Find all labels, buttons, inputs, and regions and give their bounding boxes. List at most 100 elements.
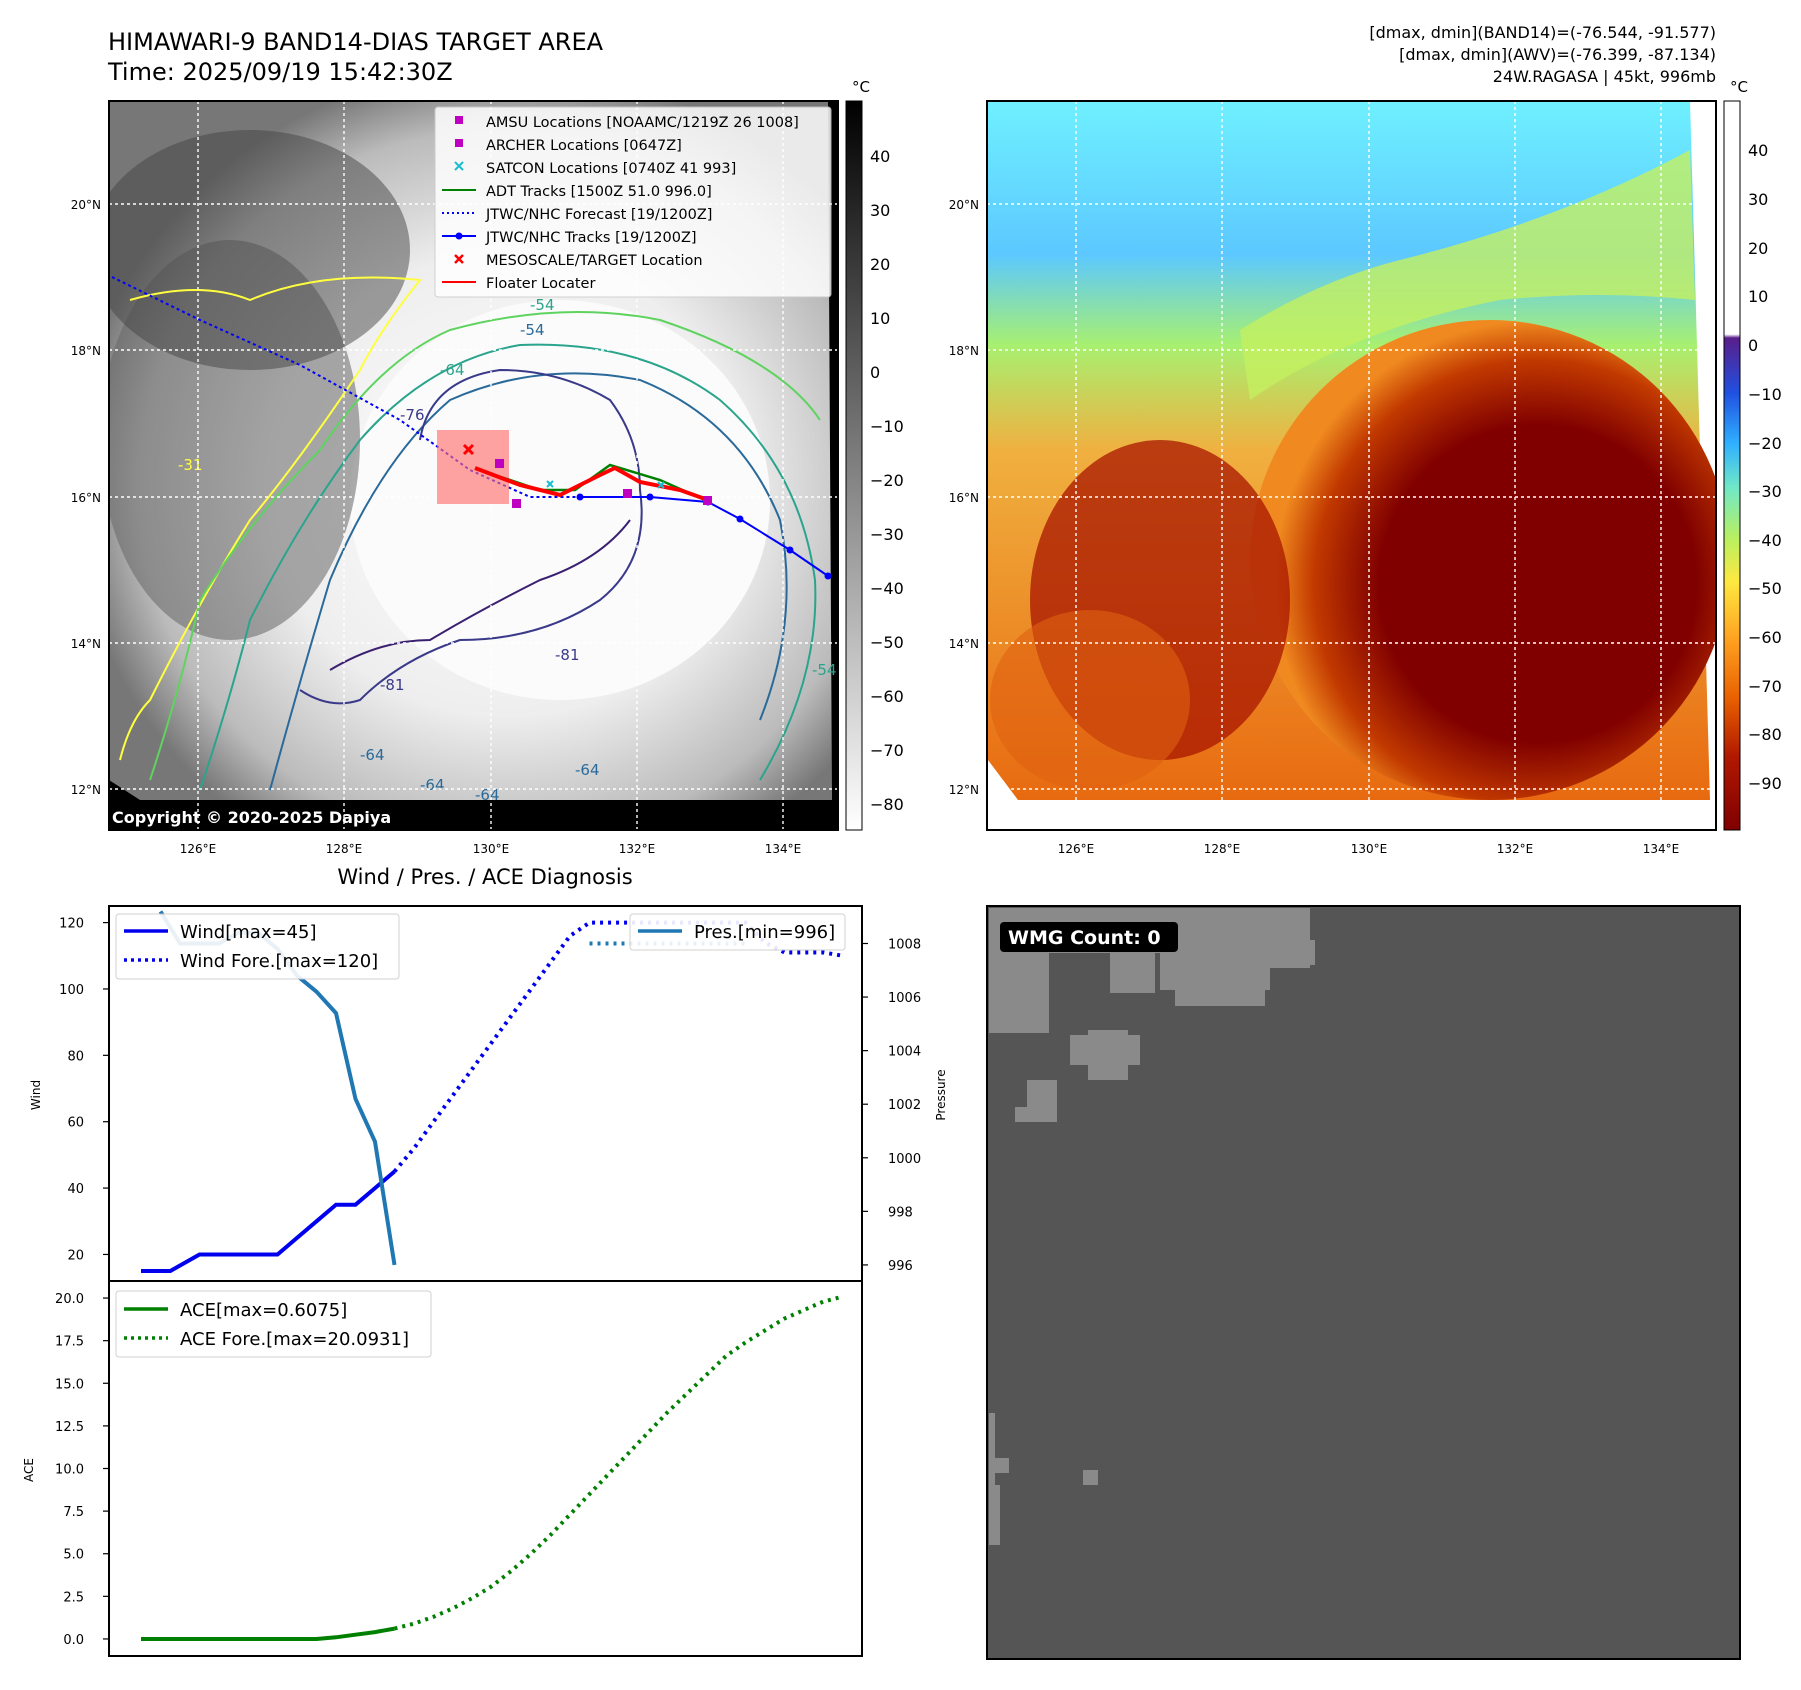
diagnosis-title: Wind / Pres. / ACE Diagnosis (337, 865, 632, 889)
legend-ace: ACE[max=0.6075] (180, 1300, 347, 1321)
ace-chart-panel: 0.0 2.5 5.0 7.5 10.0 12.5 15.0 17.5 20.0 ACE ACE… (22, 1280, 863, 1657)
pressure-ytick-label: 1006 (888, 991, 921, 1006)
legend-adt: ADT Tracks [1500Z 51.0 996.0] (486, 184, 712, 200)
contour-blue (269, 372, 788, 791)
legend-archer: ARCHER Locations [0647Z] (486, 138, 682, 154)
svg-text:−90: −90 (1748, 774, 1782, 793)
legend-floater: Floater Locater (486, 276, 595, 292)
svg-text:-31: -31 (178, 456, 203, 474)
svg-text:−20: −20 (870, 471, 904, 490)
legend-ace-forecast: ACE Fore.[max=20.0931] (180, 1329, 409, 1350)
pressure-ytick-label: 1002 (888, 1098, 921, 1113)
ace-chart-series-0 (141, 1626, 395, 1641)
wind-ytick-label: 100 (59, 983, 84, 998)
ir-colorbar: °C 40 30 20 10 0 −10 −20 −30 −40 −50 −60… (845, 78, 904, 831)
svg-text:−60: −60 (1748, 628, 1782, 647)
svg-text:12°N: 12°N (949, 783, 979, 797)
svg-text:16°N: 16°N (949, 491, 979, 505)
svg-text:−80: −80 (1748, 725, 1782, 744)
jtwc-track-line (580, 496, 829, 577)
contour-green (149, 311, 821, 781)
svg-text:20: 20 (1748, 239, 1768, 258)
svg-text:-64: -64 (575, 761, 600, 779)
ace-chart-series-1 (394, 1294, 844, 1631)
awv-map-panel (986, 100, 1717, 831)
svg-text:12°N: 12°N (71, 783, 101, 797)
svg-text:20°N: 20°N (71, 198, 101, 212)
svg-text:20: 20 (870, 255, 890, 274)
svg-text:0: 0 (870, 363, 880, 382)
ace-ytick-label: 17.5 (55, 1335, 84, 1350)
pressure-ytick-label: 1004 (888, 1045, 921, 1060)
info-storm: 24W.RAGASA | 45kt, 996mb (1493, 67, 1716, 86)
svg-text:-54: -54 (520, 321, 545, 339)
svg-text:130°E: 130°E (473, 842, 510, 856)
ir-axis-labels: 20°N 18°N 16°N 14°N 12°N 126°E 128°E 130… (71, 198, 802, 856)
contour-teal (199, 343, 817, 791)
ir-legend: AMSU Locations [NOAAMC/1219Z 26 1008] AR… (434, 106, 832, 298)
ir-map-panel: -54 -64 -76 -81 -81 -64 -64 -64 -54 -64 … (108, 100, 839, 831)
pressure-yticks: 996 998 1000 1002 1004 1006 1008 (862, 938, 921, 1274)
wind-ytick-label: 40 (67, 1182, 84, 1197)
ace-ytick-label: 0.0 (63, 1633, 84, 1648)
svg-text:−50: −50 (1748, 579, 1782, 598)
wind-ytick-label: 120 (59, 917, 84, 932)
ace-legend: ACE[max=0.6075] ACE Fore.[max=20.0931] (115, 1290, 432, 1358)
svg-text:132°E: 132°E (1497, 842, 1534, 856)
ace-ytick-label: 10.0 (55, 1463, 84, 1478)
svg-text:−80: −80 (870, 795, 904, 814)
ir-colorbar-unit: °C (852, 78, 870, 96)
svg-text:−70: −70 (1748, 677, 1782, 696)
svg-text:18°N: 18°N (71, 344, 101, 358)
amsu-archer-markers (495, 459, 712, 508)
svg-text:30: 30 (1748, 190, 1768, 209)
svg-text:−30: −30 (1748, 482, 1782, 501)
contour-labels: -54 -64 -76 -81 -81 -64 -64 -64 -54 -64 … (178, 296, 837, 804)
ace-ytick-label: 20.0 (55, 1292, 84, 1307)
svg-text:-64: -64 (360, 746, 385, 764)
pressure-ytick-label: 998 (888, 1205, 913, 1220)
floater-locater-line (474, 465, 709, 502)
wind-ylabel: Wind (29, 1080, 43, 1110)
legend-mesoscale: MESOSCALE/TARGET Location (486, 253, 703, 269)
ace-ylabel: ACE (22, 1458, 36, 1482)
svg-text:−70: −70 (870, 741, 904, 760)
svg-text:−30: −30 (870, 525, 904, 544)
awv-axis-labels: 20°N 18°N 16°N 14°N 12°N 126°E 128°E 130… (949, 198, 1680, 856)
legend-jtwc-tracks: JTWC/NHC Tracks [19/1200Z] (485, 230, 697, 246)
jtwc-forecast-line (111, 276, 580, 498)
wmg-panel: WMG Count: 0 (986, 905, 1741, 1660)
ace-series-group (141, 1294, 844, 1641)
svg-text:14°N: 14°N (71, 637, 101, 651)
mesoscale-target-marker (462, 443, 475, 456)
wind-ytick-label: 20 (67, 1248, 84, 1263)
wind-yticks: 20 40 60 80 100 120 (59, 917, 109, 1263)
svg-text:−10: −10 (870, 417, 904, 436)
legend-jtwc-forecast: JTWC/NHC Forecast [19/1200Z] (485, 207, 712, 223)
wind-ytick-label: 80 (67, 1049, 84, 1064)
contour-indigo (299, 368, 643, 705)
pressure-ylabel: Pressure (934, 1069, 948, 1120)
ace-yticks: 0.0 2.5 5.0 7.5 10.0 12.5 15.0 17.5 20.0 (55, 1292, 109, 1648)
svg-text:126°E: 126°E (180, 842, 217, 856)
pressure-legend: Pres.[min=996] (629, 913, 846, 951)
svg-text:40: 40 (1748, 141, 1768, 160)
satcon-markers (546, 480, 665, 489)
copyright-label: Copyright © 2020-2025 Dapiya (112, 808, 391, 827)
awv-colorbar: °C 40 30 20 10 0 −10 −20 −30 −40 −50 −60… (1723, 78, 1782, 831)
wind-chart-series-0 (141, 1169, 396, 1273)
ace-ytick-label: 5.0 (63, 1548, 84, 1563)
svg-text:−40: −40 (1748, 531, 1782, 550)
contour-purple (329, 519, 631, 671)
wind-legend: Wind[max=45] Wind Fore.[max=120] (115, 913, 400, 980)
wmg-count-label: WMG Count: 0 (1008, 927, 1161, 949)
svg-text:-81: -81 (555, 646, 580, 664)
svg-text:40: 40 (870, 147, 890, 166)
ace-ytick-label: 12.5 (55, 1420, 84, 1435)
svg-text:-64: -64 (475, 786, 500, 804)
ace-ytick-label: 7.5 (63, 1505, 84, 1520)
svg-text:14°N: 14°N (949, 637, 979, 651)
svg-text:30: 30 (870, 201, 890, 220)
svg-text:126°E: 126°E (1058, 842, 1095, 856)
